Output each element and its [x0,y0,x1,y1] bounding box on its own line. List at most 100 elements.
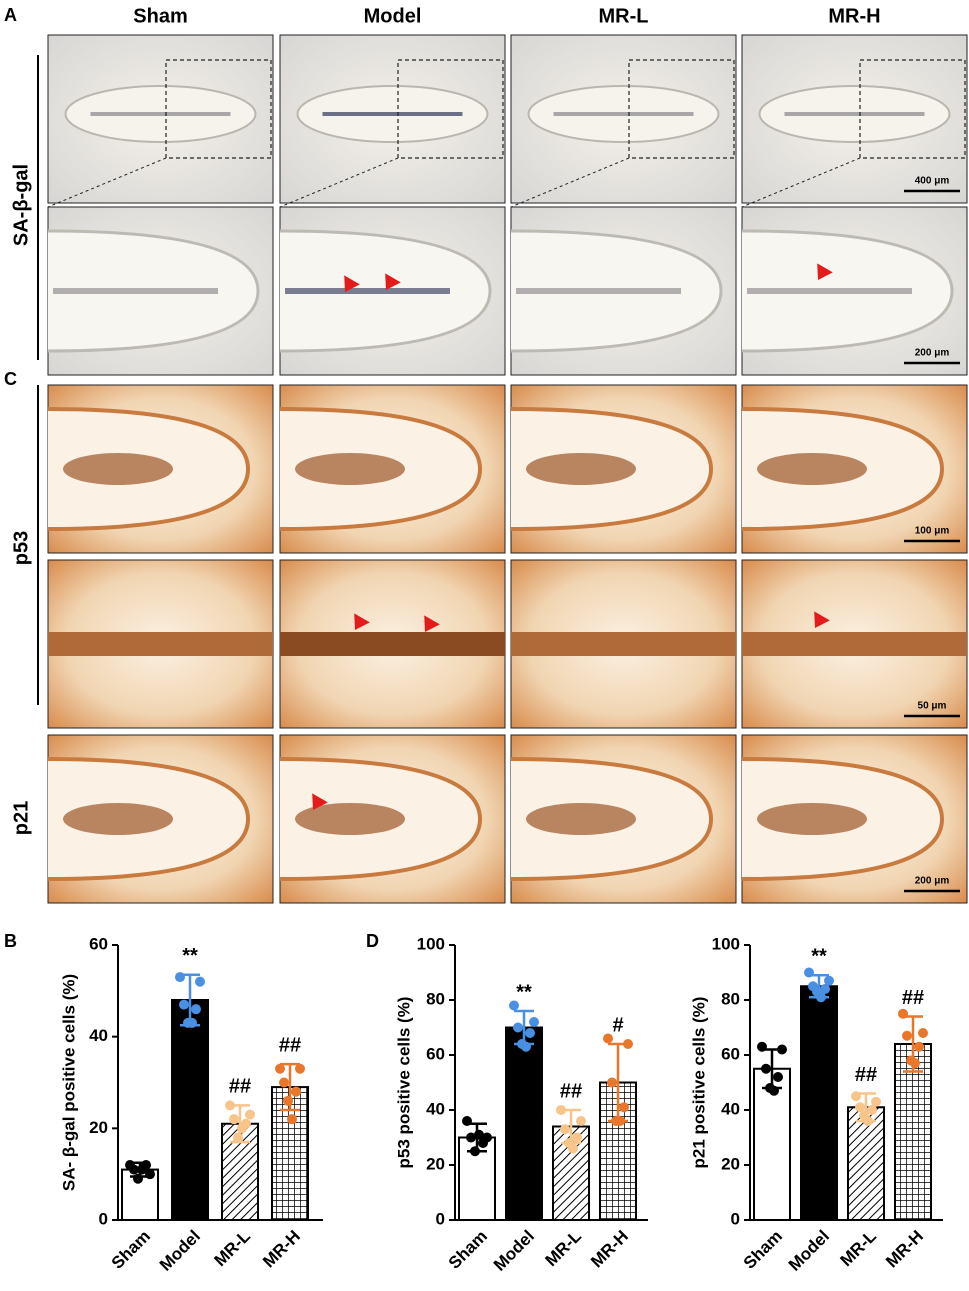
data-point [918,1028,928,1038]
y-tick-label: 20 [89,1118,108,1137]
data-point [851,1091,861,1102]
data-point [521,1041,531,1052]
stain-label: SA-β-gal [10,164,32,246]
data-point [470,1146,480,1157]
cell-cluster [63,453,173,485]
data-point [283,1095,293,1106]
data-point [529,1017,539,1027]
y-axis-label: p21 positive cells (%) [689,997,708,1169]
data-point [607,1077,617,1088]
data-point [275,1063,285,1074]
scale-bar-label: 200 μm [915,876,950,887]
x-tick-label: MR-L [542,1227,585,1270]
data-point [137,1164,147,1175]
significance: ** [516,981,532,1003]
data-point [233,1132,243,1143]
data-point [576,1116,586,1126]
data-point [619,1102,629,1113]
arrowhead [354,613,370,630]
bar [894,1043,932,1221]
data-point [245,1109,255,1120]
cell-cluster [63,803,173,835]
x-tick-label: Model [785,1227,833,1275]
bar [505,1026,543,1221]
y-tick-label: 60 [721,1044,740,1063]
cell-cluster [295,803,405,835]
cell-cluster [757,803,867,835]
y-tick-label: 40 [426,1099,445,1118]
data-point [525,1028,535,1038]
data-point [615,1116,625,1126]
column-header: Sham [133,5,187,27]
tissue-band [280,632,505,656]
x-tick-label: Sham [445,1227,491,1273]
data-point [187,1017,197,1028]
data-point [129,1164,139,1175]
data-point [871,1096,881,1107]
tissue-band [48,632,273,656]
cell-cluster [526,453,636,485]
y-tick-label: 20 [721,1154,740,1173]
data-point [466,1132,476,1143]
arrowhead [344,275,360,292]
y-tick-label: 0 [99,1209,108,1228]
y-tick-label: 60 [89,934,108,953]
data-point [195,976,205,987]
x-tick-label: Sham [108,1227,154,1273]
significance: ## [855,1064,877,1086]
cell-cluster [295,453,405,485]
y-tick-label: 80 [426,989,445,1008]
bar [800,985,838,1221]
data-point [761,1063,771,1074]
y-tick-label: 20 [426,1154,445,1173]
panel-label: C [4,369,17,389]
data-point [867,1105,877,1115]
y-tick-label: 40 [89,1026,108,1045]
significance: ## [279,1034,301,1056]
y-axis-label: p53 positive cells (%) [394,997,413,1169]
data-point [225,1100,235,1111]
data-point [863,1116,873,1126]
arrowhead [814,611,830,628]
y-tick-label: 100 [417,934,445,953]
data-point [769,1085,779,1096]
data-point [777,1044,787,1055]
panel-label: A [4,5,17,25]
significance: ## [229,1076,251,1098]
data-point [757,1041,767,1052]
tissue-band [511,632,736,656]
data-point [560,1124,570,1135]
data-point [556,1105,566,1115]
x-tick-label: MR-L [837,1227,880,1270]
y-tick-label: 0 [731,1209,740,1228]
significance: ## [560,1080,582,1102]
cell-cluster [526,803,636,835]
data-point [910,1058,920,1069]
y-tick-label: 60 [426,1044,445,1063]
data-point [572,1132,582,1143]
y-tick-label: 100 [712,934,740,953]
x-tick-label: MR-H [259,1227,304,1272]
data-point [133,1173,143,1184]
y-tick-label: 80 [721,989,740,1008]
data-point [229,1114,239,1125]
data-point [291,1086,301,1097]
data-point [175,972,185,983]
x-tick-label: MR-H [882,1227,927,1272]
data-point [623,1039,633,1049]
scale-bar-label: 100 μm [915,526,950,537]
y-tick-label: 40 [721,1099,740,1118]
arrowhead [817,263,833,280]
data-point [804,967,814,978]
x-tick-label: MR-L [211,1227,254,1270]
panel-label: D [366,931,379,951]
x-tick-label: Model [156,1227,204,1275]
data-point [568,1143,578,1154]
data-point [824,975,834,986]
data-point [509,1000,519,1011]
scale-bar-label: 400 μm [915,176,950,187]
data-point [462,1116,472,1126]
zoom-box [628,59,735,159]
y-tick-label: 0 [436,1209,445,1228]
